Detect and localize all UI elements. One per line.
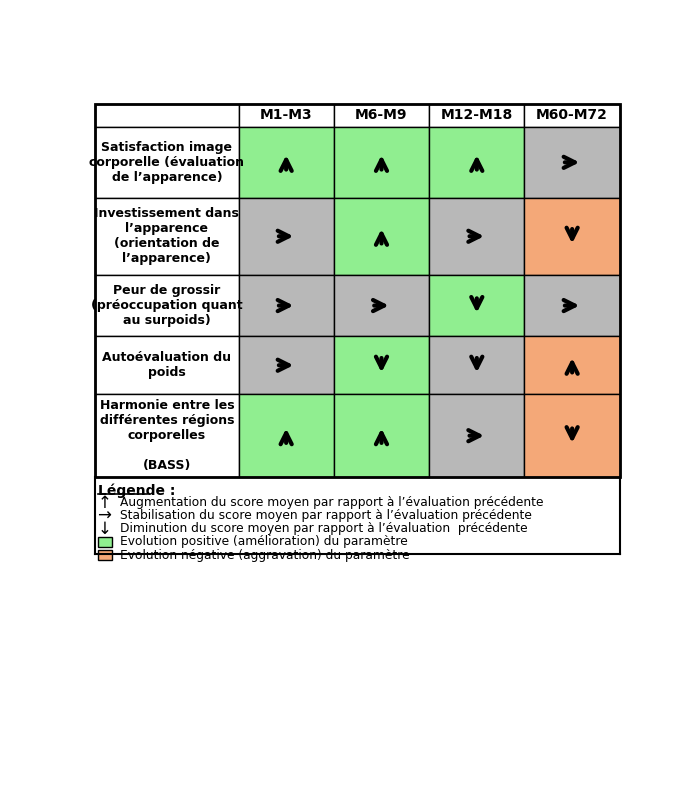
- Bar: [334, 104, 429, 127]
- Bar: [429, 127, 524, 198]
- Text: ↑: ↑: [97, 493, 111, 512]
- Bar: [524, 275, 620, 336]
- Bar: [238, 104, 334, 127]
- Bar: [334, 127, 429, 198]
- Text: Augmentation du score moyen par rapport à l’évaluation précédente: Augmentation du score moyen par rapport …: [120, 496, 543, 509]
- Bar: [238, 198, 334, 275]
- Text: ↓: ↓: [97, 520, 111, 537]
- Bar: [334, 275, 429, 336]
- Bar: [429, 104, 524, 127]
- Text: Diminution du score moyen par rapport à l’évaluation  précédente: Diminution du score moyen par rapport à …: [120, 522, 528, 535]
- Text: Evolution négative (aggravation) du paramètre: Evolution négative (aggravation) du para…: [120, 549, 410, 562]
- Text: Harmonie entre les
différentes régions
corporelles

(BASS): Harmonie entre les différentes régions c…: [99, 399, 234, 473]
- Bar: [429, 275, 524, 336]
- Text: M6-M9: M6-M9: [355, 108, 408, 123]
- Bar: [99, 537, 112, 547]
- Text: Satisfaction image
corporelle (évaluation
de l’apparence): Satisfaction image corporelle (évaluatio…: [89, 141, 245, 184]
- Bar: [524, 127, 620, 198]
- Bar: [524, 336, 620, 394]
- Bar: [334, 336, 429, 394]
- Text: M12-M18: M12-M18: [440, 108, 513, 123]
- Bar: [238, 127, 334, 198]
- Bar: [95, 104, 238, 127]
- Bar: [238, 336, 334, 394]
- Text: M60-M72: M60-M72: [536, 108, 608, 123]
- Bar: [238, 275, 334, 336]
- Bar: [334, 198, 429, 275]
- Bar: [334, 394, 429, 477]
- Bar: [95, 336, 238, 394]
- Bar: [95, 104, 620, 477]
- Bar: [524, 104, 620, 127]
- Bar: [95, 127, 238, 198]
- Text: Stabilisation du score moyen par rapport à l’évaluation précédente: Stabilisation du score moyen par rapport…: [120, 509, 532, 522]
- Bar: [95, 275, 238, 336]
- Text: Investissement dans
l’apparence
(orientation de
l’apparence): Investissement dans l’apparence (orienta…: [94, 207, 239, 265]
- Bar: [95, 394, 238, 477]
- Text: Evolution positive (amélioration) du paramètre: Evolution positive (amélioration) du par…: [120, 535, 408, 549]
- Bar: [99, 549, 112, 561]
- Bar: [524, 198, 620, 275]
- Text: Peur de grossir
(préoccupation quant
au surpoids): Peur de grossir (préoccupation quant au …: [91, 284, 243, 327]
- Bar: [524, 394, 620, 477]
- Text: Autoévaluation du
poids: Autoévaluation du poids: [102, 351, 231, 379]
- Text: Légende :: Légende :: [99, 484, 175, 498]
- Bar: [95, 198, 238, 275]
- Text: →: →: [97, 507, 111, 525]
- Bar: [429, 394, 524, 477]
- Bar: [238, 394, 334, 477]
- Bar: [429, 198, 524, 275]
- Bar: [429, 336, 524, 394]
- Text: M1-M3: M1-M3: [260, 108, 312, 123]
